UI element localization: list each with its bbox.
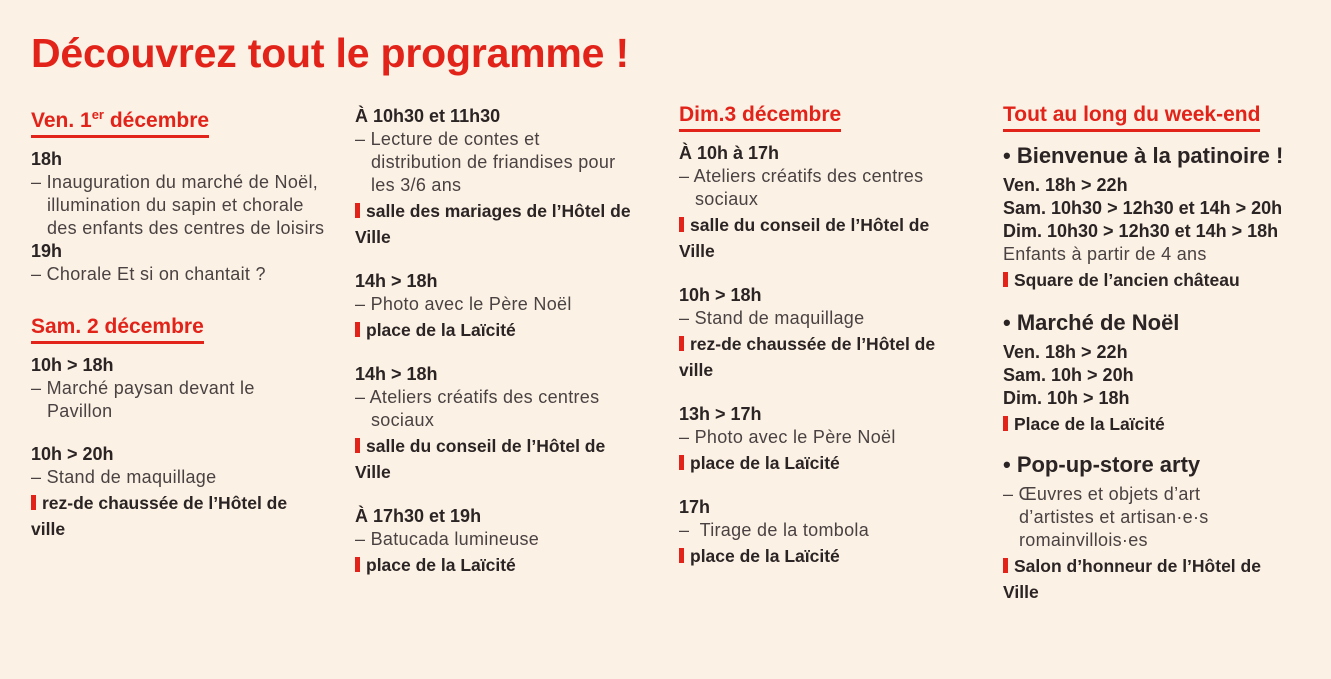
event-time: 17h [679, 497, 711, 517]
event-location: Square de l’ancien château [1003, 266, 1323, 293]
column-sunday: Dim.3 décembre À 10h à 17h – Ateliers cr… [679, 102, 979, 569]
section-title-christmas-market: • Marché de Noël [1003, 310, 1180, 335]
event-location: Place de la Laïcité [1003, 410, 1323, 437]
column-friday-saturday: Ven. 1er décembre 18h – Inauguration du … [31, 102, 331, 542]
event-time: Dim. 10h30 > 12h30 et 14h > 18h [1003, 221, 1279, 241]
day-heading-weekend: Tout au long du week-end [1003, 102, 1261, 132]
event-location: place de la Laïcité [679, 542, 979, 569]
event-time: 14h > 18h [355, 271, 438, 291]
event-location: rez-de chaussée de l’Hôtel de ville [679, 330, 949, 383]
event-time: À 10h à 17h [679, 143, 780, 163]
event-time: Sam. 10h > 20h [1003, 365, 1134, 385]
event-location: salle du conseil de l’Hôtel de Ville [679, 211, 939, 264]
event-description: – Marché paysan devant le Pavillon [31, 378, 255, 421]
event-description: – Inauguration du marché de Noël, illumi… [31, 172, 325, 238]
event-description: – Stand de maquillage [679, 308, 865, 328]
event-time: À 10h30 et 11h30 [355, 106, 501, 126]
section-title-popup-store: • Pop-up-store arty [1003, 452, 1201, 477]
day-heading-sunday: Dim.3 décembre [679, 102, 842, 132]
event-location: place de la Laïcité [679, 449, 979, 476]
event-location: place de la Laïcité [355, 316, 655, 343]
event-time: 10h > 18h [31, 355, 114, 375]
event-description: – Stand de maquillage [31, 467, 217, 487]
event-description: Enfants à partir de 4 ans [1003, 244, 1207, 264]
event-time: 10h > 20h [31, 444, 114, 464]
event-time: Sam. 10h30 > 12h30 et 14h > 20h [1003, 198, 1283, 218]
event-description: – Photo avec le Père Noël [355, 294, 572, 314]
event-location: salle du conseil de l’Hôtel de Ville [355, 432, 615, 485]
event-description: – Ateliers créatifs des centres sociaux [679, 166, 924, 209]
event-location: rez-de chaussée de l’Hôtel de ville [31, 489, 301, 542]
event-description: – Photo avec le Père Noël [679, 427, 896, 447]
event-time: Dim. 10h > 18h [1003, 388, 1130, 408]
section-title-ice-rink: • Bienvenue à la patinoire ! [1003, 143, 1284, 168]
event-location: salle des mariages de l’Hôtel de Ville [355, 197, 645, 250]
event-description: – Tirage de la tombola [679, 520, 870, 540]
event-time: Ven. 18h > 22h [1003, 175, 1128, 195]
event-description: – Ateliers créatifs des centres sociaux [355, 387, 600, 430]
column-saturday-continued: À 10h30 et 11h30 – Lecture de contes et … [355, 102, 655, 578]
event-location: Salon d’honneur de l’Hôtel de Ville [1003, 552, 1263, 605]
event-time: 13h > 17h [679, 404, 762, 424]
event-time: À 17h30 et 19h [355, 506, 482, 526]
event-time: 10h > 18h [679, 285, 762, 305]
event-description: – Chorale Et si on chantait ? [31, 264, 266, 284]
event-description: – Batucada lumineuse [355, 529, 540, 549]
event-time: 14h > 18h [355, 364, 438, 384]
page-title: Découvrez tout le programme ! [31, 30, 629, 76]
day-heading-saturday: Sam. 2 décembre [31, 314, 204, 344]
column-weekend: Tout au long du week-end • Bienvenue à l… [1003, 102, 1323, 605]
event-location: place de la Laïcité [355, 551, 655, 578]
event-description: – Lecture de contes et distribution de f… [355, 129, 616, 195]
event-time: 18h [31, 149, 63, 169]
event-time: 19h [31, 241, 63, 261]
event-description: – Œuvres et objets d’art d’artistes et a… [1003, 484, 1209, 550]
day-heading-friday: Ven. 1er décembre [31, 102, 210, 138]
event-time: Ven. 18h > 22h [1003, 342, 1128, 362]
